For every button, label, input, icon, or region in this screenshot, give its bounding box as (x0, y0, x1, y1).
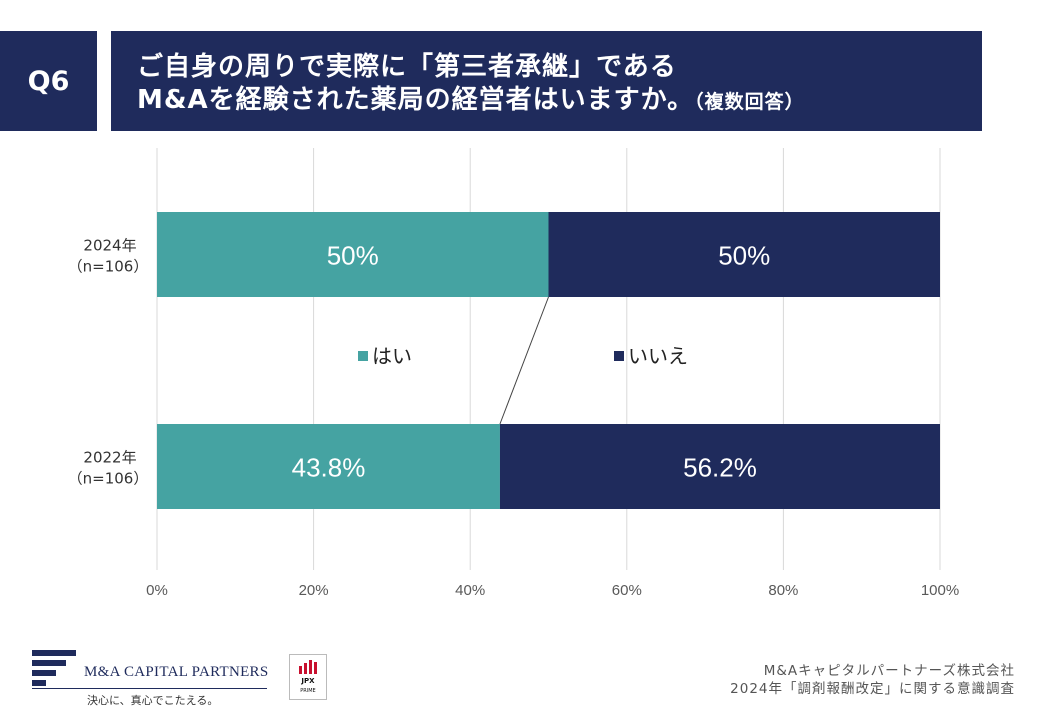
legend-swatch (358, 351, 368, 361)
x-tick-label: 60% (612, 582, 642, 599)
data-label: 56.2% (683, 453, 757, 483)
data-label: 43.8% (292, 453, 366, 483)
company-logo-mark-icon (32, 650, 76, 686)
source-line-1: M&Aキャピタルパートナーズ株式会社 (763, 663, 1015, 679)
legend-label: いいえ (628, 344, 688, 368)
data-label: 50% (327, 241, 379, 271)
legend-label: はい (372, 344, 412, 368)
x-tick-label: 20% (299, 582, 329, 599)
category-sublabel: （n=106） (68, 470, 149, 488)
stacked-bar-chart: 0% 20% 40% 60% 80% 100% 50% 50% 2024年 （n=106） 43.8… (68, 148, 959, 599)
category-label: 2022年 (83, 449, 136, 467)
company-logo: M&A CAPITAL PARTNERS 決心に、真心でこたえる。 (32, 650, 269, 707)
jpx-prime-logo: JPX PRIME (289, 654, 327, 700)
x-tick-label: 0% (146, 582, 168, 599)
jpx-label: JPX (301, 677, 315, 685)
category-label: 2024年 (83, 237, 136, 255)
title-line-2-main: M&Aを経験された薬局の経営者はいますか。 (137, 85, 695, 115)
logo-divider (32, 688, 267, 689)
source-note: M&Aキャピタルパートナーズ株式会社 2024年「調剤報酬改定」に関する意識調査 (730, 662, 1015, 698)
jpx-sublabel: PRIME (300, 688, 316, 694)
question-title: ご自身の周りで実際に「第三者承継」である M&Aを経験された薬局の経営者はいます… (111, 31, 982, 131)
legend-swatch (614, 351, 624, 361)
bar-segment (499, 424, 940, 509)
title-line-2: M&Aを経験された薬局の経営者はいますか。（複数回答） (137, 84, 982, 119)
category-sublabel: （n=106） (68, 258, 149, 276)
x-tick-label: 80% (768, 582, 798, 599)
data-label: 50% (718, 241, 770, 271)
bar-segment (157, 424, 500, 509)
jpx-bars-icon (299, 660, 319, 674)
question-badge: Q6 (0, 31, 97, 131)
bar-segment (157, 212, 549, 297)
bar-segment (548, 212, 940, 297)
x-tick-label: 40% (455, 582, 485, 599)
company-tagline: 決心に、真心でこたえる。 (87, 694, 219, 707)
connector-line (499, 296, 549, 425)
title-line-1: ご自身の周りで実際に「第三者承継」である (137, 52, 677, 82)
company-logo-text: M&A CAPITAL PARTNERS (84, 664, 269, 680)
source-line-2: 2024年「調剤報酬改定」に関する意識調査 (730, 681, 1015, 697)
x-tick-label: 100% (921, 582, 959, 599)
title-suffix: （複数回答） (694, 91, 805, 113)
